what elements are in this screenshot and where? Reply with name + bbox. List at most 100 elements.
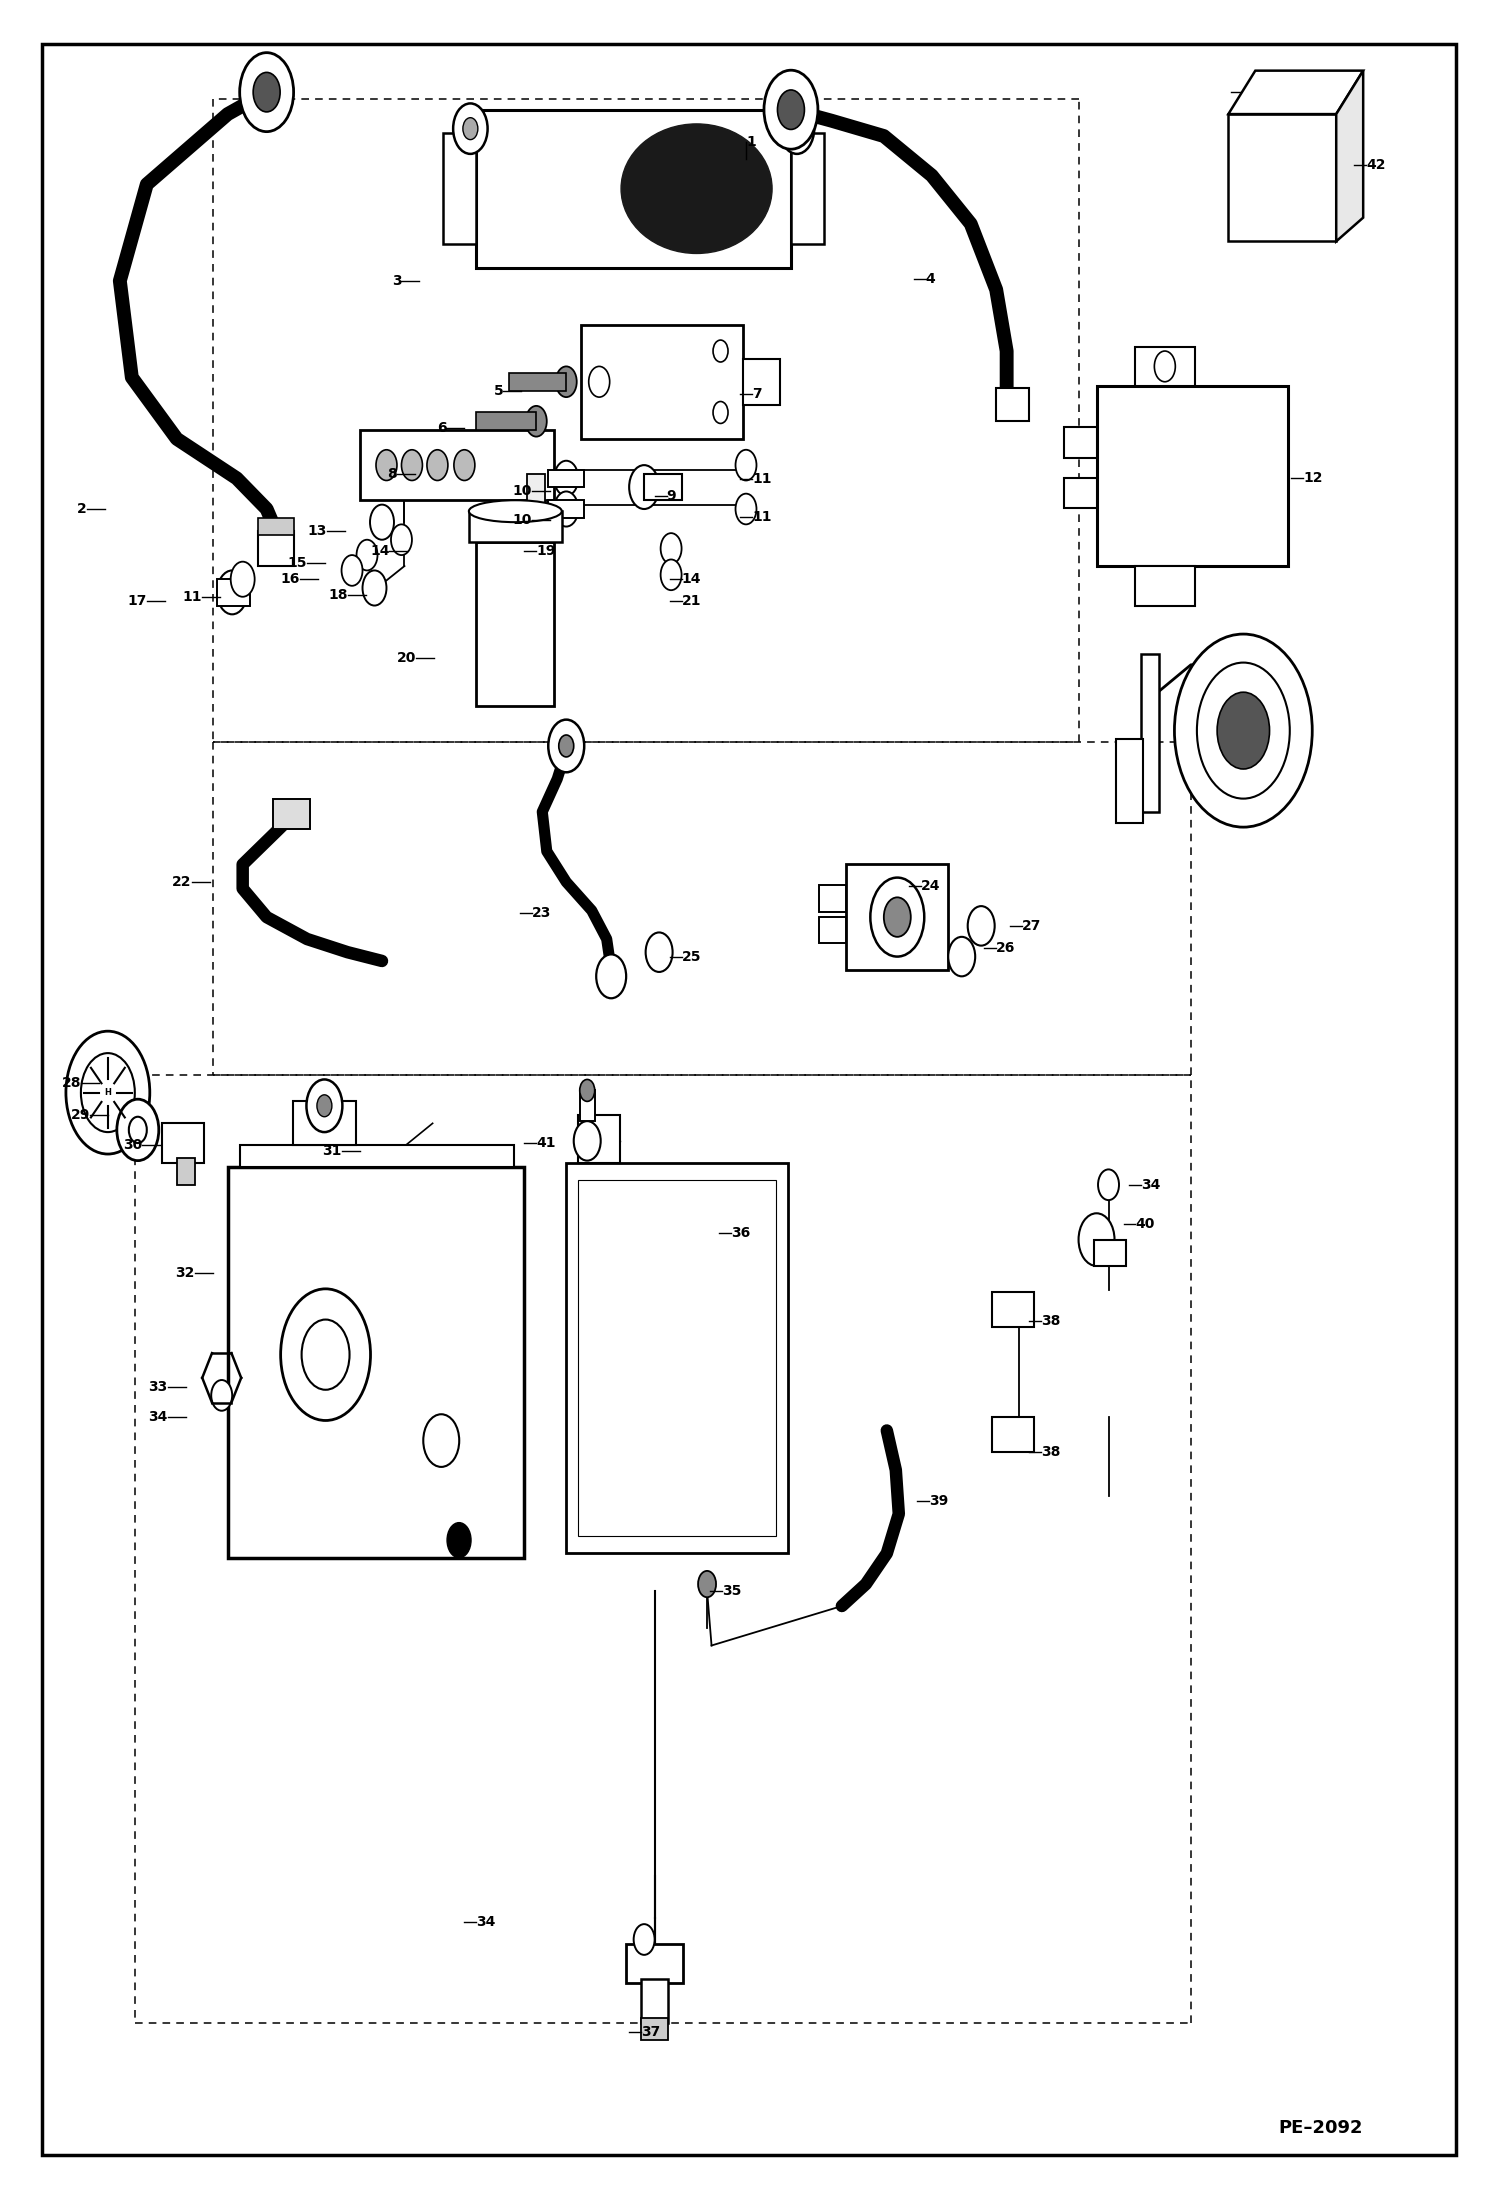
Text: 34: 34 [476, 1915, 496, 1929]
Text: 18: 18 [328, 588, 348, 601]
Text: 15: 15 [288, 557, 307, 570]
Circle shape [363, 570, 386, 606]
Circle shape [427, 450, 448, 480]
Circle shape [554, 491, 578, 527]
Polygon shape [1228, 70, 1363, 114]
Circle shape [736, 494, 756, 524]
Bar [819, 886, 846, 913]
Text: 34: 34 [148, 1411, 168, 1424]
Bar [1064, 428, 1097, 459]
Circle shape [1155, 351, 1176, 382]
Bar [996, 388, 1029, 421]
Text: 40: 40 [1135, 1218, 1155, 1231]
Circle shape [661, 533, 682, 564]
Bar [527, 474, 545, 535]
Circle shape [574, 1121, 601, 1161]
Circle shape [713, 402, 728, 423]
Bar [641, 1979, 668, 2023]
Circle shape [884, 897, 911, 937]
Circle shape [318, 1095, 333, 1117]
Text: 5: 5 [493, 384, 503, 397]
Bar [177, 1158, 195, 1185]
Circle shape [117, 1099, 159, 1161]
Text: 14: 14 [370, 544, 389, 557]
Text: 29: 29 [70, 1108, 90, 1121]
Text: H: H [105, 1088, 111, 1097]
Bar [476, 412, 536, 430]
Text: 13: 13 [307, 524, 327, 538]
Text: 8: 8 [386, 467, 397, 480]
Text: 25: 25 [682, 950, 701, 963]
Bar [578, 1115, 620, 1163]
Circle shape [629, 465, 659, 509]
Bar [273, 799, 310, 829]
Text: 30: 30 [123, 1139, 142, 1152]
Text: 3: 3 [392, 274, 401, 287]
Circle shape [968, 906, 995, 946]
Bar [360, 430, 554, 500]
Circle shape [554, 461, 578, 496]
Circle shape [1098, 1169, 1119, 1200]
Bar [819, 917, 846, 943]
Circle shape [580, 1079, 595, 1101]
Text: 32: 32 [175, 1266, 195, 1279]
Circle shape [698, 1571, 716, 1597]
Bar [566, 1163, 788, 1553]
Ellipse shape [1197, 663, 1290, 799]
Text: 1: 1 [746, 134, 756, 149]
Bar [1097, 386, 1288, 566]
Circle shape [526, 406, 547, 437]
Circle shape [589, 366, 610, 397]
Bar [509, 373, 566, 391]
Polygon shape [791, 134, 824, 244]
Circle shape [391, 524, 412, 555]
Bar [578, 1180, 776, 1536]
Text: 16: 16 [280, 573, 300, 586]
Text: 38: 38 [1041, 1446, 1061, 1459]
Text: 27: 27 [1022, 919, 1041, 932]
Circle shape [646, 932, 673, 972]
Circle shape [524, 505, 548, 540]
Ellipse shape [622, 123, 771, 255]
Circle shape [764, 70, 818, 149]
Circle shape [870, 878, 924, 957]
Circle shape [780, 103, 815, 154]
Text: 21: 21 [682, 595, 701, 608]
Circle shape [312, 1086, 339, 1126]
Bar [1064, 478, 1097, 509]
Circle shape [301, 1319, 349, 1389]
Bar [548, 500, 584, 518]
Ellipse shape [1174, 634, 1312, 827]
Bar [992, 1417, 1034, 1452]
Text: PE–2092: PE–2092 [1279, 2119, 1363, 2137]
Bar [1116, 739, 1143, 823]
Circle shape [240, 53, 294, 132]
Circle shape [370, 505, 394, 540]
Bar [581, 325, 743, 439]
Bar [162, 1123, 204, 1163]
Circle shape [463, 118, 478, 140]
Circle shape [948, 937, 975, 976]
Bar [469, 511, 562, 542]
Text: 9: 9 [667, 489, 676, 502]
Circle shape [376, 450, 397, 480]
Circle shape [401, 450, 422, 480]
Bar [1135, 347, 1195, 386]
Circle shape [454, 450, 475, 480]
Bar [476, 110, 791, 268]
Circle shape [342, 555, 363, 586]
Text: 6: 6 [437, 421, 446, 434]
Circle shape [307, 1079, 343, 1132]
Text: 10: 10 [512, 485, 532, 498]
Ellipse shape [1216, 693, 1270, 768]
Circle shape [231, 562, 255, 597]
Circle shape [446, 1523, 470, 1558]
Circle shape [253, 72, 280, 112]
Circle shape [1079, 1213, 1115, 1266]
Text: 12: 12 [1303, 472, 1323, 485]
Circle shape [736, 450, 756, 480]
Circle shape [357, 540, 377, 570]
Circle shape [559, 735, 574, 757]
Bar [644, 474, 682, 500]
Text: 20: 20 [397, 652, 416, 665]
